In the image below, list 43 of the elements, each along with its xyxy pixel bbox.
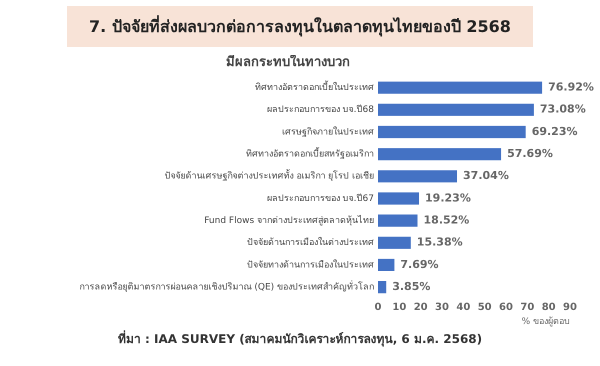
data-label: 15.38%: [416, 236, 463, 249]
y-tick-label: การลดหรือยุติมาตรการผ่อนคลายเชิงปริมาณ (QE) ของประเทศสำคัญทั่วโลก: [79, 279, 374, 292]
data-label: 7.69%: [400, 258, 439, 271]
chart-title: 7. ปัจจัยที่ส่งผลบวกต่อการลงทุนในตลาดทุนไทยของปี 2568: [67, 6, 533, 47]
bar: [378, 82, 542, 94]
x-tick-label: 30: [435, 302, 449, 313]
x-tick-label: 80: [542, 302, 556, 313]
bar: [378, 236, 411, 249]
data-label: 57.69%: [507, 147, 553, 160]
x-tick-label: 90: [563, 302, 577, 313]
x-tick-label: 10: [392, 302, 406, 313]
data-label: 69.23%: [532, 124, 578, 138]
data-label: 73.08%: [540, 102, 586, 116]
bar: [378, 192, 420, 205]
x-tick-label: 40: [456, 302, 470, 313]
bar: [378, 126, 526, 138]
x-tick-label: 50: [478, 302, 492, 313]
x-tick-label: 0: [374, 302, 382, 313]
y-tick-label: ทิศทางอัตราดอกเบี้ยสหรัฐอเมริกา: [246, 146, 374, 160]
x-tick-label: 70: [520, 302, 534, 313]
data-label: 3.85%: [392, 280, 430, 293]
bar: [378, 214, 418, 227]
y-tick-label: ทิศทางอัตราดอกเบี้ยในประเทศ: [255, 80, 374, 94]
bar: [378, 148, 502, 160]
y-tick-label: ปัจจัยด้านเศรษฐกิจต่างประเทศทั้ง อเมริกา ยุโรป เอเชีย: [164, 168, 374, 182]
data-label: 18.52%: [424, 214, 470, 226]
data-label: 19.23%: [425, 191, 471, 204]
data-label: 76.92%: [548, 80, 594, 94]
y-tick-label: ผลประกอบการของ บจ.ปี68: [266, 104, 374, 116]
y-tick-label: ปัจจัยทางด้านการเมืองในประเทศ: [247, 259, 374, 270]
data-label: 37.04%: [463, 169, 509, 182]
bar: [378, 104, 534, 116]
y-tick-label: เศรษฐกิจภายในประเทศ: [282, 126, 374, 138]
bar: [378, 170, 458, 182]
bar: [378, 258, 394, 272]
x-tick-label: 60: [499, 302, 513, 313]
y-tick-label: Fund Flows จากต่างประเทศสู่ตลาดหุ้นไทย: [204, 214, 374, 226]
bar: [378, 281, 386, 294]
x-axis-title: % ของผู้ตอบ: [522, 316, 570, 327]
x-tick-label: 20: [414, 302, 428, 313]
y-tick-label: ปัจจัยด้านการเมืองในต่างประเทศ: [247, 237, 374, 248]
text: ที่มา : IAA SURVEY (สมาคมนักวิเคราะห์การลงทุน, 6 ม.ค. 2568): [116, 329, 484, 348]
y-tick-label: ผลประกอบการของ บจ.ปี67: [266, 192, 374, 204]
